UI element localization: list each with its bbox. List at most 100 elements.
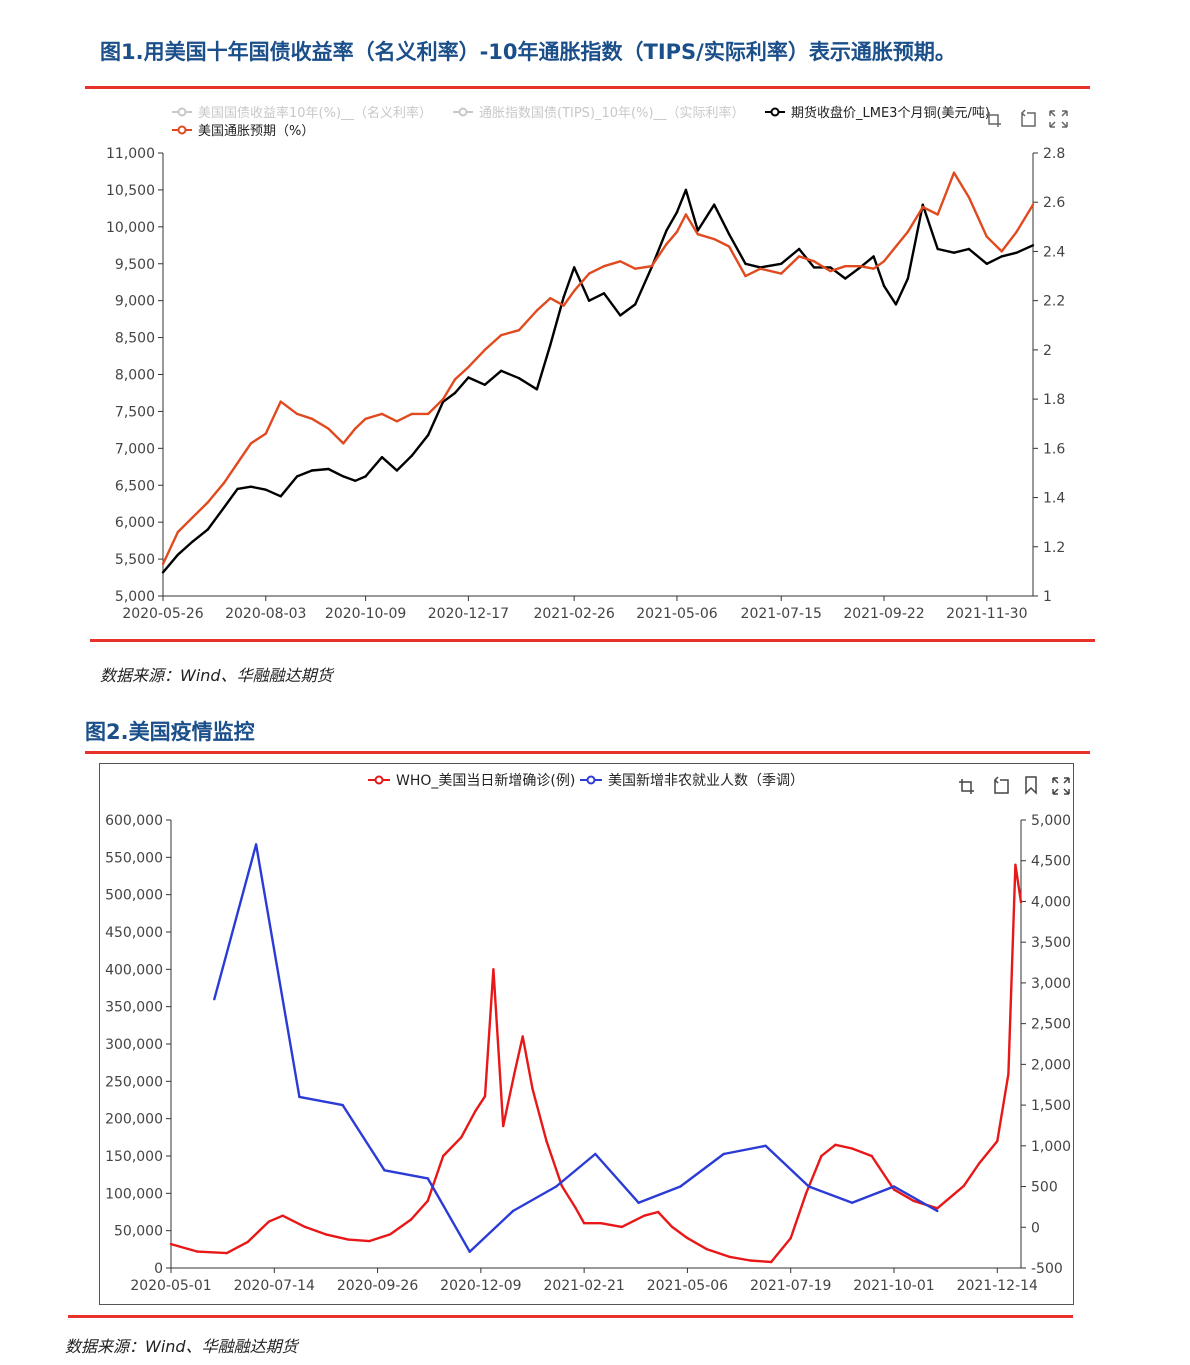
series-0-point: [521, 1035, 524, 1038]
x-tick-label: 2021-02-21: [543, 1278, 624, 1294]
chart2-toolbox[interactable]: [959, 776, 1070, 795]
series-0-point: [619, 314, 622, 317]
bookmark-icon[interactable]: [1025, 776, 1037, 795]
legend1-item-0[interactable]: 美国国债收益率10年(%)__（名义利率）: [172, 105, 432, 121]
series-0-point: [380, 456, 384, 459]
legend1-item-3[interactable]: 美国通胀预期（%）: [172, 124, 314, 139]
series-0-point: [643, 1214, 646, 1217]
series-0-point: [483, 383, 486, 386]
series-1-point: [341, 1103, 344, 1107]
legend2-item-1[interactable]: 美国新增非农就业人数（季调）: [580, 773, 804, 789]
series-1-point: [634, 267, 637, 270]
x-tick-label: 2021-05-06: [647, 1278, 728, 1294]
series-0-point: [410, 454, 413, 457]
legend2-label-0: WHO_美国当日新增确诊(例): [396, 773, 575, 789]
series-1-point: [383, 1169, 386, 1172]
fullscreen-icon[interactable]: [1052, 777, 1070, 795]
zoom-icon[interactable]: [959, 779, 974, 794]
series-0-point: [797, 247, 801, 251]
series-0-point: [1014, 863, 1017, 866]
zoom-icon[interactable]: [986, 112, 1001, 127]
series-1-point: [650, 265, 653, 268]
legend1-item-1[interactable]: 通胀指数国债(TIPS)_10年(%)__（实际利率）: [453, 105, 745, 121]
fullscreen-icon[interactable]: [1049, 110, 1068, 128]
series-1-point: [511, 1209, 515, 1213]
x-tick-label: 2021-11-30: [946, 606, 1027, 622]
series-1-point: [882, 260, 886, 263]
series-0-point: [249, 485, 253, 488]
y-right-tick-label: 1.2: [1043, 540, 1065, 556]
y-right-tick-label: 1,500: [1031, 1098, 1071, 1114]
y-right-tick-label: 5,000: [1031, 813, 1071, 829]
series-0-point: [303, 1225, 307, 1229]
series-0-point: [882, 284, 886, 288]
x-tick-label: 2021-05-06: [636, 606, 717, 622]
series-0-point: [222, 506, 226, 509]
y-left-tick-label: 350,000: [105, 1000, 163, 1016]
series-0-point: [442, 1154, 445, 1158]
series-0-point: [684, 188, 688, 192]
y-left-tick-label: 50,000: [114, 1224, 163, 1240]
series-1-point: [468, 1250, 471, 1253]
series-0-point: [574, 1207, 577, 1210]
series-0-point: [191, 540, 194, 543]
series-0-point: [656, 1210, 660, 1214]
series-0-point: [872, 255, 875, 258]
series-1-point: [665, 242, 668, 246]
series-1-point: [380, 412, 384, 416]
figure2-source: 数据来源：Wind、华融融达期货: [65, 1337, 298, 1356]
series-line-1[interactable]: [161, 171, 1035, 565]
figure1-title: 图1.用美国十年国债收益率（名义利率）-10年通胀指数（TIPS/实际利率）表示…: [100, 40, 956, 64]
figure1-source: 数据来源：Wind、华融融达期货: [100, 666, 333, 685]
series-1-point: [829, 269, 832, 273]
series-0-point: [780, 262, 783, 265]
y-left-tick-label: 0: [154, 1261, 163, 1277]
y-left-tick-label: 5,000: [115, 589, 155, 605]
y-left-tick-label: 5,500: [115, 552, 155, 568]
chart1-toolbox[interactable]: [986, 109, 1068, 128]
series-0-point: [728, 1255, 731, 1258]
series-line-1[interactable]: [213, 843, 938, 1253]
series-1-point: [675, 230, 679, 233]
x-tick-label: 2020-12-09: [440, 1278, 521, 1294]
series-1-point: [679, 1185, 682, 1188]
series-1-point: [985, 235, 988, 238]
series-1-point: [222, 481, 226, 484]
x-tick-label: 2020-05-01: [130, 1278, 211, 1294]
zoom-reset-icon[interactable]: [1020, 109, 1036, 127]
y-left-tick-label: 7,000: [115, 441, 155, 457]
series-line-0[interactable]: [170, 863, 1023, 1264]
y-right-tick-label: 4,000: [1031, 894, 1071, 910]
figure1-chart: 美国国债收益率10年(%)__（名义利率） 通胀指数国债(TIPS)_10年(%…: [106, 105, 1068, 622]
legend1-item-2[interactable]: 期货收盘价_LME3个月铜(美元/吨): [765, 105, 990, 121]
figure2-title: 图2.美国疫情监控: [85, 720, 255, 744]
y-right-tick-label: -500: [1031, 1261, 1063, 1277]
series-0-point: [324, 1233, 328, 1236]
series-0-point: [517, 377, 521, 380]
series-1-point: [395, 420, 399, 423]
series-0-point: [844, 277, 847, 280]
series-0-point: [665, 229, 668, 232]
series-0-point: [295, 475, 299, 478]
series-0-point: [967, 247, 971, 251]
chart2-legend[interactable]: WHO_美国当日新增确诊(例) 美国新增非农就业人数（季调）: [368, 773, 804, 789]
y-right-tick-label: 2,500: [1031, 1017, 1071, 1033]
series-1-point: [952, 171, 956, 174]
series-line-0[interactable]: [162, 188, 1034, 574]
series-0-point: [894, 303, 898, 306]
chart1-legend[interactable]: 美国国债收益率10年(%)__（名义利率） 通胀指数国债(TIPS)_10年(%…: [172, 105, 990, 139]
series-0-point: [225, 1251, 228, 1255]
series-1-point: [967, 196, 971, 199]
series-0-point: [582, 1222, 586, 1225]
legend2-item-0[interactable]: WHO_美国当日新增确诊(例): [368, 773, 575, 789]
series-0-point: [388, 1233, 392, 1236]
series-0-point: [892, 1188, 896, 1191]
zoom-reset-icon[interactable]: [993, 776, 1009, 794]
series-1-point: [249, 442, 253, 445]
y-left-tick-label: 450,000: [105, 925, 163, 941]
figure2-chart: WHO_美国当日新增确诊(例) 美国新增非农就业人数（季调） 0 50,000 10…: [105, 773, 1071, 1294]
series-1-point: [812, 260, 816, 263]
series-1-point: [342, 442, 345, 445]
series-0-point: [820, 1154, 823, 1158]
series-0-point: [749, 1259, 752, 1262]
